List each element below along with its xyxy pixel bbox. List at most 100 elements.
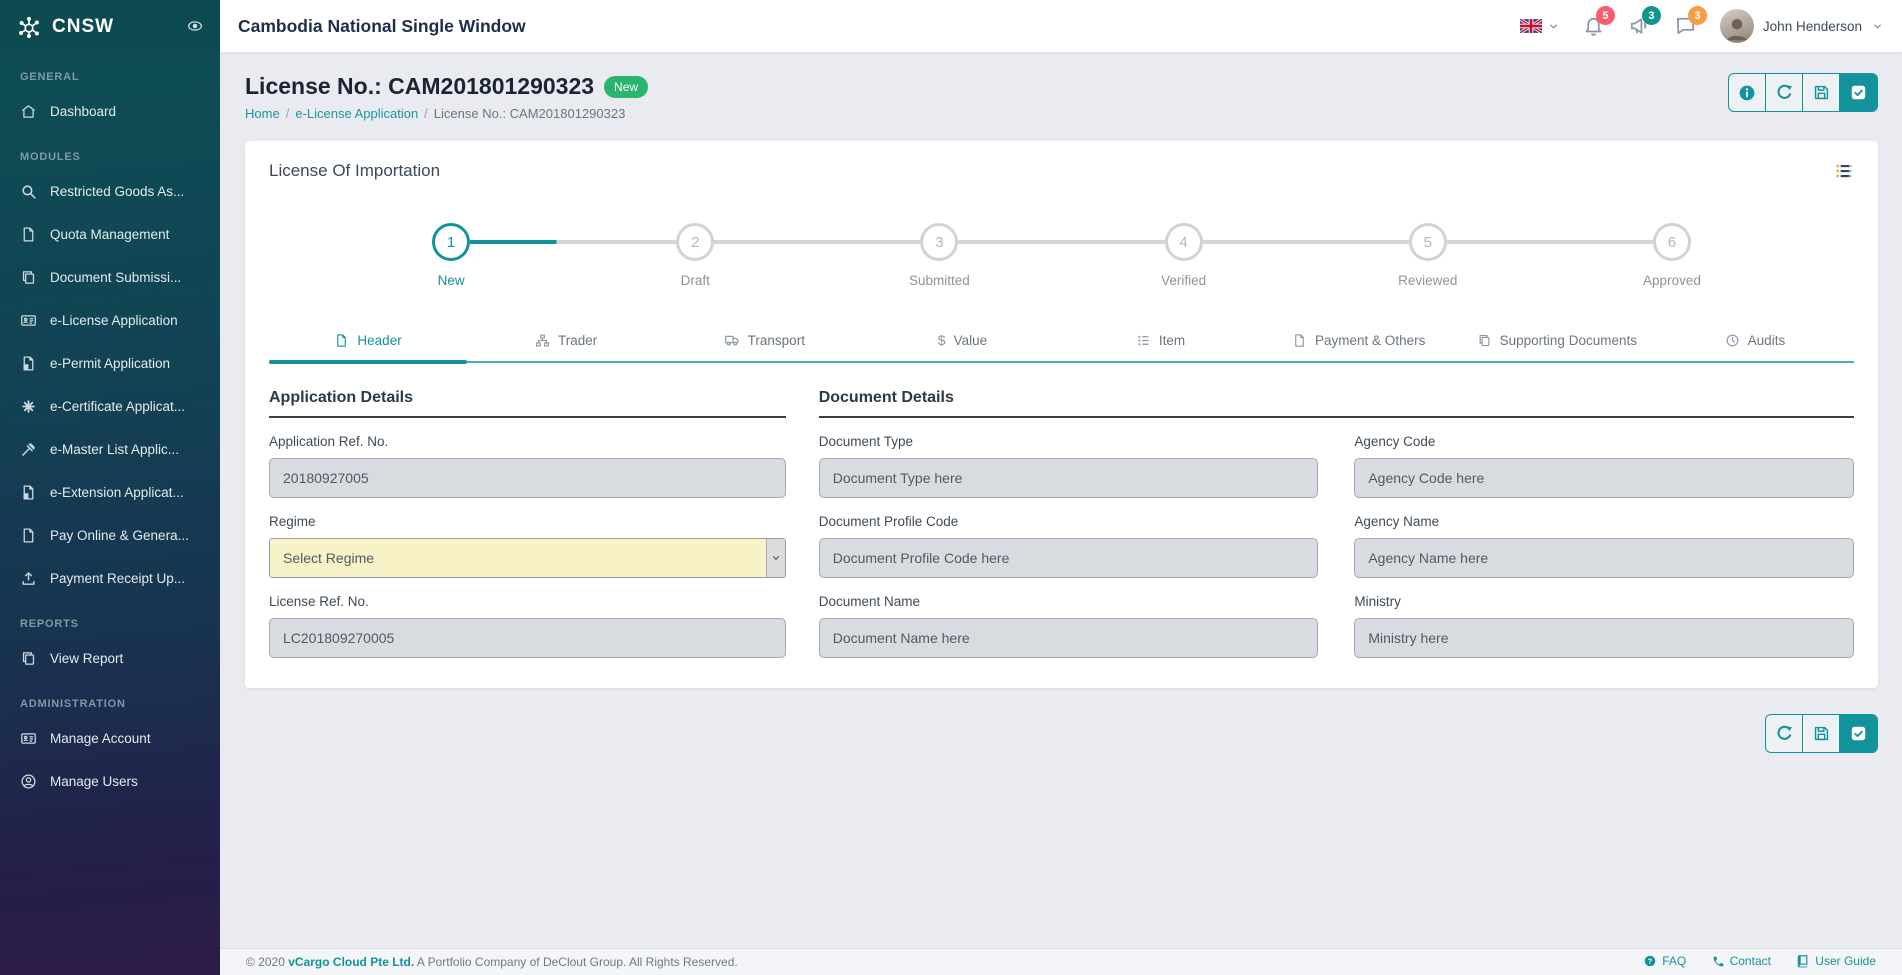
sidebar-item-emaster-list[interactable]: e-Master List Applic... bbox=[0, 428, 220, 471]
company-link[interactable]: vCargo Cloud Pte Ltd. bbox=[288, 955, 414, 969]
sidebar-item-pay-online[interactable]: Pay Online & Genera... bbox=[0, 514, 220, 557]
id-card-icon bbox=[20, 312, 37, 329]
step-circle: 5 bbox=[1409, 223, 1447, 261]
gavel-icon bbox=[20, 441, 37, 458]
sidebar-item-epermit-application[interactable]: e-Permit Application bbox=[0, 342, 220, 385]
copy-icon bbox=[1477, 333, 1492, 348]
question-circle-icon bbox=[1643, 954, 1657, 968]
sidebar-item-restricted-goods[interactable]: Restricted Goods As... bbox=[0, 170, 220, 213]
messages-button[interactable]: 3 bbox=[1674, 14, 1698, 38]
list-menu-icon bbox=[1834, 161, 1854, 181]
file-icon bbox=[1292, 333, 1307, 348]
sidebar-item-label: e-Certificate Applicat... bbox=[50, 399, 185, 414]
sidebar-item-label: View Report bbox=[50, 651, 123, 666]
refresh-button[interactable] bbox=[1766, 74, 1803, 111]
application-details-section: Application Details Application Ref. No.… bbox=[269, 389, 786, 658]
save-icon bbox=[1812, 724, 1831, 743]
breadcrumb-separator: / bbox=[286, 106, 290, 121]
avatar bbox=[1720, 9, 1754, 43]
step-circle: 6 bbox=[1653, 223, 1691, 261]
file-icon bbox=[334, 333, 349, 348]
sidebar-item-ecertificate-application[interactable]: e-Certificate Applicat... bbox=[0, 385, 220, 428]
application-ref-input bbox=[269, 458, 786, 498]
tab-transport[interactable]: Transport bbox=[665, 322, 863, 361]
tab-label: Trader bbox=[558, 333, 597, 348]
sidebar-item-manage-account[interactable]: Manage Account bbox=[0, 717, 220, 760]
announcements-button[interactable]: 3 bbox=[1628, 14, 1652, 38]
regime-select[interactable]: Select Regime bbox=[269, 538, 786, 578]
copy-icon bbox=[20, 650, 37, 667]
header-form: Application Details Application Ref. No.… bbox=[269, 389, 1854, 658]
sidebar-item-manage-users[interactable]: Manage Users bbox=[0, 760, 220, 803]
faq-label: FAQ bbox=[1662, 954, 1686, 968]
sidebar-item-label: Dashboard bbox=[50, 104, 116, 119]
sitemap-icon bbox=[535, 333, 550, 348]
tab-trader[interactable]: Trader bbox=[467, 322, 665, 361]
agency-code-field: Agency Code bbox=[1354, 434, 1854, 498]
step-label: New bbox=[329, 273, 573, 288]
regime-field: Regime Select Regime bbox=[269, 514, 786, 578]
step-circle: 4 bbox=[1165, 223, 1203, 261]
tab-item[interactable]: Item bbox=[1062, 322, 1260, 361]
status-stepper: 1 New 2 Draft 3 Submitted 4 Verified 5 R… bbox=[329, 223, 1794, 288]
ministry-field: Ministry bbox=[1354, 594, 1854, 658]
license-card: License Of Importation 1 New 2 Draft 3 S… bbox=[245, 141, 1878, 688]
brand-name: CNSW bbox=[52, 16, 186, 38]
step-label: Submitted bbox=[817, 273, 1061, 288]
card-list-menu-button[interactable] bbox=[1834, 161, 1854, 181]
sidebar-brand: CNSW bbox=[0, 0, 220, 53]
save-icon bbox=[1812, 83, 1831, 102]
tab-value[interactable]: $ Value bbox=[863, 322, 1061, 361]
breadcrumb-section-link[interactable]: e-License Application bbox=[295, 106, 418, 121]
notifications-button[interactable]: 5 bbox=[1582, 14, 1606, 38]
tab-payment-others[interactable]: Payment & Others bbox=[1260, 322, 1458, 361]
select-chevron-icon bbox=[766, 539, 785, 577]
submit-button[interactable] bbox=[1840, 74, 1877, 111]
language-selector[interactable] bbox=[1520, 19, 1560, 33]
save-button-bottom[interactable] bbox=[1803, 715, 1840, 752]
tab-supporting-documents[interactable]: Supporting Documents bbox=[1458, 322, 1656, 361]
tab-label: Transport bbox=[748, 333, 805, 348]
document-type-input bbox=[819, 458, 1319, 498]
tab-label: Payment & Others bbox=[1315, 333, 1425, 348]
tab-audits[interactable]: Audits bbox=[1656, 322, 1854, 361]
card-title: License Of Importation bbox=[269, 161, 440, 181]
announcement-count-badge: 3 bbox=[1642, 6, 1661, 25]
sidebar-item-dashboard[interactable]: Dashboard bbox=[0, 90, 220, 133]
breadcrumb-home-link[interactable]: Home bbox=[245, 106, 280, 121]
contact-link[interactable]: Contact bbox=[1712, 954, 1771, 968]
book-icon bbox=[1796, 954, 1810, 968]
sidebar-collapse-toggle-icon[interactable] bbox=[186, 17, 204, 35]
refresh-icon bbox=[1775, 83, 1794, 102]
app-title: Cambodia National Single Window bbox=[238, 16, 1520, 37]
refresh-button-bottom[interactable] bbox=[1766, 715, 1803, 752]
sidebar-item-quota-management[interactable]: Quota Management bbox=[0, 213, 220, 256]
tab-label: Item bbox=[1159, 333, 1185, 348]
sidebar-item-document-submission[interactable]: Document Submissi... bbox=[0, 256, 220, 299]
sidebar-item-label: e-Permit Application bbox=[50, 356, 170, 371]
tab-header[interactable]: Header bbox=[269, 322, 467, 361]
save-button[interactable] bbox=[1803, 74, 1840, 111]
section-title: Document Details bbox=[819, 389, 1854, 418]
contact-label: Contact bbox=[1730, 954, 1771, 968]
faq-link[interactable]: FAQ bbox=[1643, 954, 1686, 968]
sidebar-section-administration: ADMINISTRATION bbox=[0, 680, 220, 717]
sidebar-item-payment-receipt-upload[interactable]: Payment Receipt Up... bbox=[0, 557, 220, 600]
sidebar-item-label: e-License Application bbox=[50, 313, 178, 328]
sidebar-item-elicense-application[interactable]: e-License Application bbox=[0, 299, 220, 342]
step-circle: 2 bbox=[676, 223, 714, 261]
page-action-buttons bbox=[1728, 73, 1878, 112]
user-menu[interactable]: John Henderson bbox=[1720, 9, 1884, 43]
search-icon bbox=[20, 183, 37, 200]
sidebar-item-view-report[interactable]: View Report bbox=[0, 637, 220, 680]
sidebar-section-general: GENERAL bbox=[0, 53, 220, 90]
info-button[interactable] bbox=[1729, 74, 1766, 111]
field-label: License Ref. No. bbox=[269, 594, 786, 609]
user-guide-link[interactable]: User Guide bbox=[1796, 954, 1876, 968]
submit-button-bottom[interactable] bbox=[1840, 715, 1877, 752]
file-corner-icon bbox=[20, 484, 37, 501]
sidebar-item-label: e-Master List Applic... bbox=[50, 442, 179, 457]
sidebar-item-eextension-application[interactable]: e-Extension Applicat... bbox=[0, 471, 220, 514]
field-label: Document Type bbox=[819, 434, 1319, 449]
user-circle-icon bbox=[20, 773, 37, 790]
